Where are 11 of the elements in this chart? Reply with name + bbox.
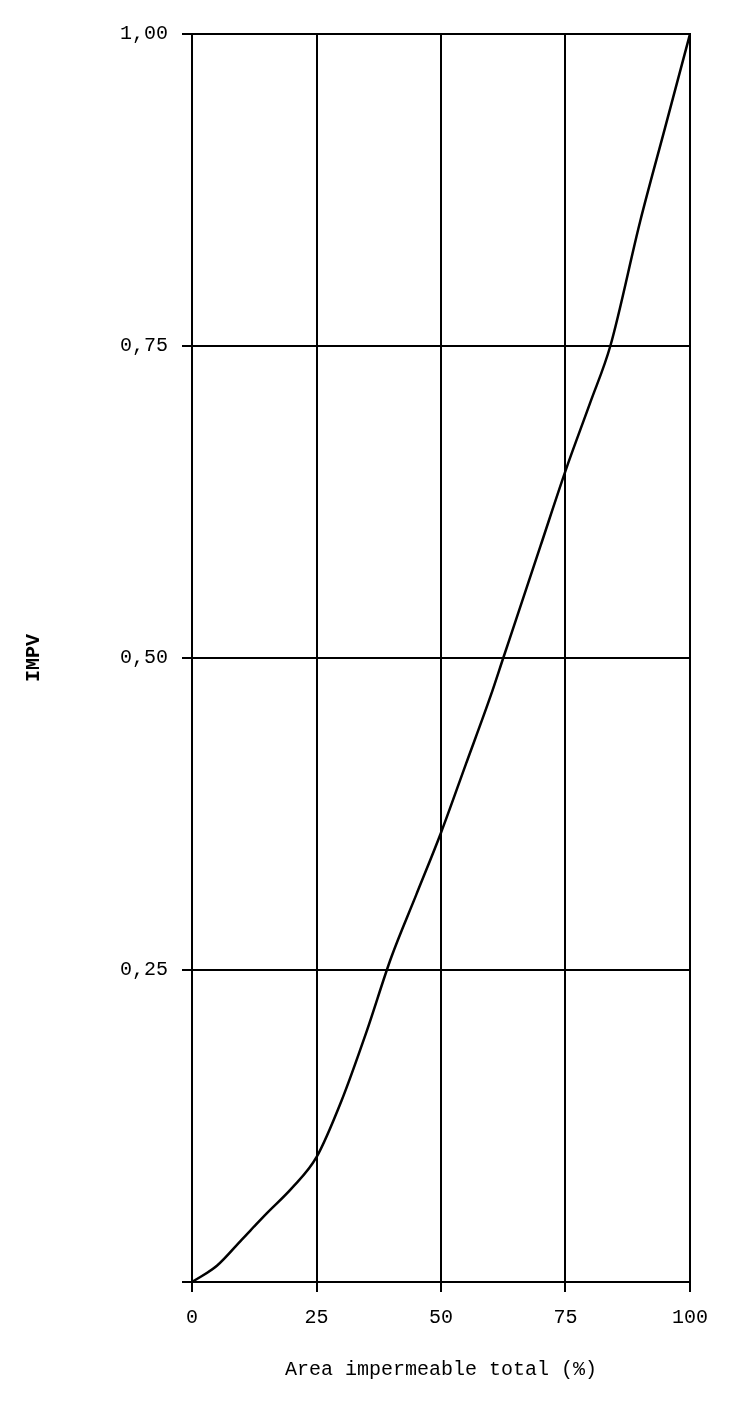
y-tick-label: 0,50 [119,646,169,670]
y-axis-title: IMPV [22,633,46,683]
x-tick-label: 75 [553,1306,578,1330]
x-tick-label: 100 [671,1306,708,1330]
x-tick-label: 0 [186,1306,199,1330]
x-tick-label: 50 [428,1306,454,1330]
x-tick-label: 25 [304,1306,329,1330]
x-axis-title: Area impermeable total (%) [284,1358,598,1382]
y-tick-label: 0,75 [119,334,169,358]
y-tick-label: 0,25 [119,958,169,982]
y-tick-label: 1,00 [119,22,169,46]
